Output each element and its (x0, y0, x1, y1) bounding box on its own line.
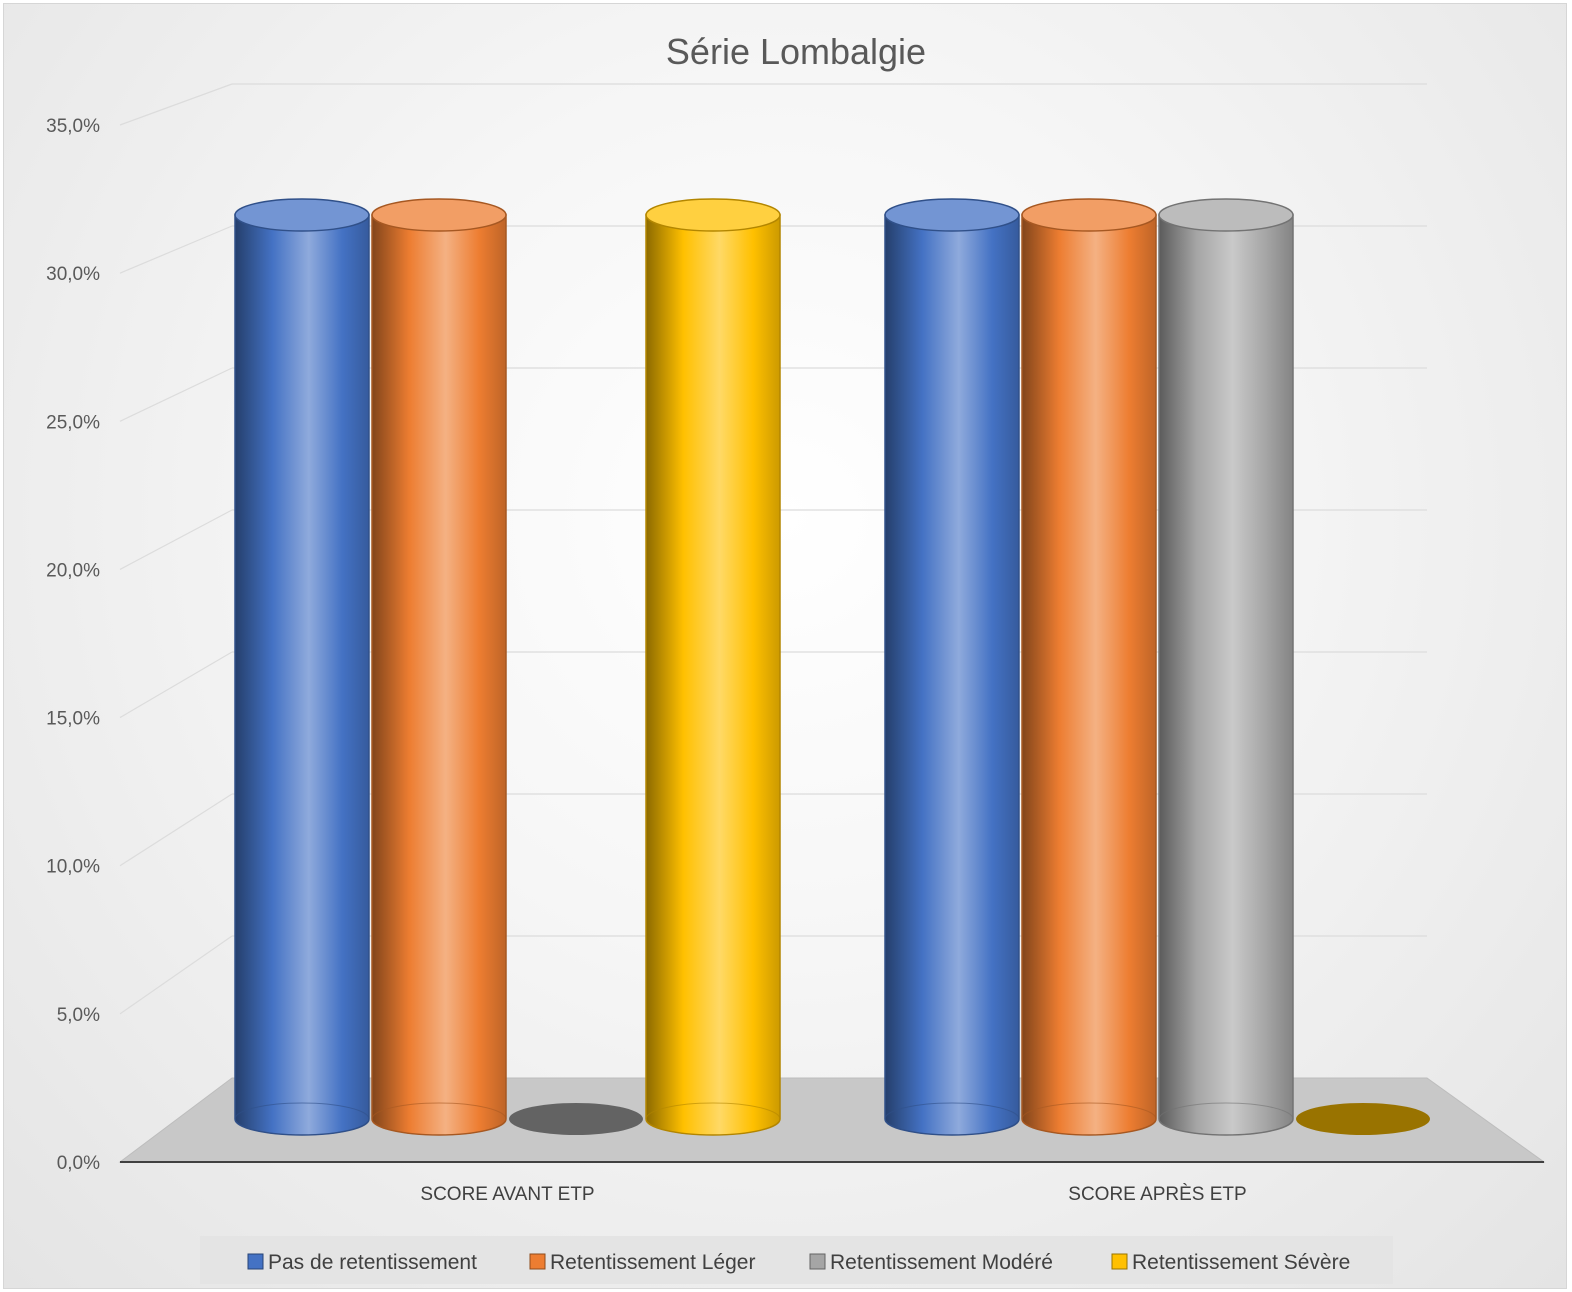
bar-base-ring (234, 1102, 370, 1136)
y-tick-label: 0,0% (57, 1153, 100, 1174)
x-category-label: SCORE AVANT ETP (420, 1184, 594, 1205)
y-tick-label: 20,0% (46, 560, 100, 581)
legend-label: Retentissement Sévère (1132, 1251, 1350, 1274)
bar-base-ring (884, 1102, 1020, 1136)
y-axis-ticks: 0,0% 5,0% 10,0% 15,0% 20,0% 25,0% 30,0% 35,0% (46, 116, 100, 1174)
bar-top (1158, 198, 1294, 232)
legend-label: Retentissement Léger (550, 1251, 755, 1274)
y-tick-label: 15,0% (46, 709, 100, 730)
bar-top (234, 198, 370, 232)
legend-swatch (809, 1253, 826, 1270)
gridline-diagonal (119, 935, 233, 1015)
bar-base-ring (645, 1102, 781, 1136)
legend-swatch (1111, 1253, 1128, 1270)
chart-canvas: Série Lombalgie 0,0% 5,0% 10,0% 15,0% 20,0% 2… (46, 31, 1546, 1284)
bar-base-ring (1021, 1102, 1157, 1136)
chart-title: Série Lombalgie (666, 31, 926, 72)
bars (234, 198, 1430, 1136)
bar-top (645, 198, 781, 232)
y-tick-label: 30,0% (46, 264, 100, 285)
chart: Série Lombalgie 0,0% 5,0% 10,0% 15,0% 20,0% 2… (3, 3, 1567, 1289)
x-axis-categories: SCORE AVANT ETP SCORE APRÈS ETP (420, 1184, 1246, 1205)
gridline-diagonal (119, 225, 233, 274)
bar-base-ring (1158, 1102, 1294, 1136)
bar (234, 214, 370, 1136)
bar (884, 214, 1020, 1136)
y-tick-label: 25,0% (46, 412, 100, 433)
bar-top (1021, 198, 1157, 232)
gridline-diagonal (119, 651, 233, 719)
bar-zero (1296, 1103, 1430, 1135)
bar (1158, 214, 1294, 1136)
x-category-label: SCORE APRÈS ETP (1068, 1184, 1246, 1205)
legend: Pas de retentissement Retentissement Lége… (200, 1236, 1393, 1284)
y-tick-label: 5,0% (57, 1005, 100, 1026)
bar-base-ring (371, 1102, 507, 1136)
y-tick-label: 10,0% (46, 857, 100, 878)
bar (1021, 214, 1157, 1136)
gridline-diagonal (119, 367, 233, 422)
legend-swatch (247, 1253, 264, 1270)
bar-top (371, 198, 507, 232)
gridline-diagonal (119, 83, 233, 126)
legend-label: Pas de retentissement (268, 1251, 477, 1274)
bar (371, 214, 507, 1136)
legend-label: Retentissement Modéré (830, 1251, 1053, 1274)
bar-top (884, 198, 1020, 232)
gridline-diagonal (119, 793, 233, 867)
legend-box (200, 1236, 1393, 1284)
bar (645, 214, 781, 1136)
legend-swatch (529, 1253, 546, 1270)
y-tick-label: 35,0% (46, 116, 100, 137)
gridline-diagonal (119, 509, 233, 570)
bar-zero (509, 1103, 643, 1135)
